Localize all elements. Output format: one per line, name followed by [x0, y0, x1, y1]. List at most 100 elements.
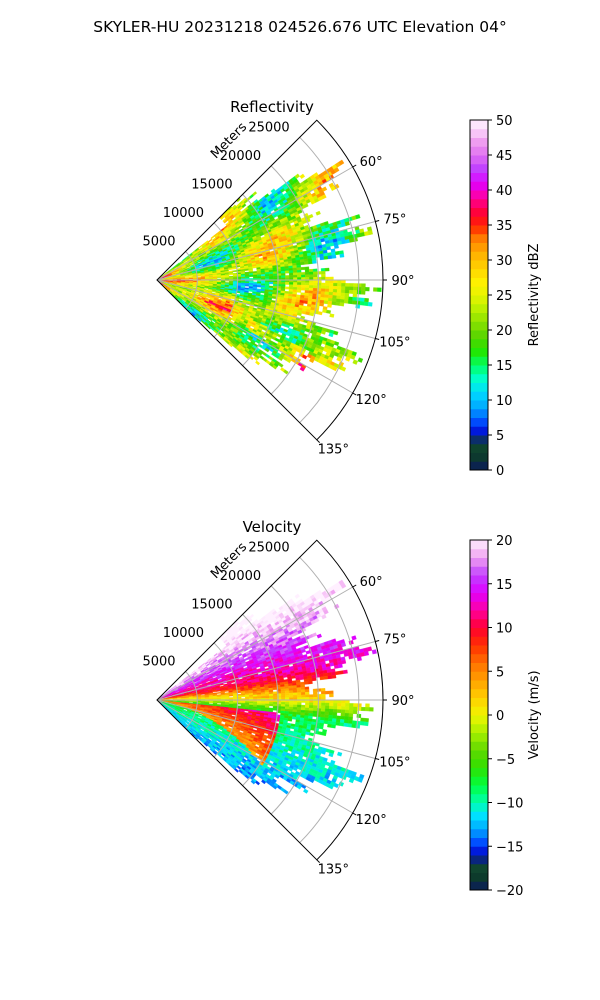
azimuth-tick	[352, 392, 357, 396]
radial-tick-label: 10000	[163, 206, 204, 221]
azimuth-tick-label: 90°	[391, 274, 414, 289]
colorbar-tick-label: 20	[496, 534, 513, 549]
azimuth-spoke	[156, 279, 353, 394]
colorbar-segment	[470, 837, 488, 847]
radial-tick-label: 20000	[220, 569, 261, 584]
colorbar-tick-label: 20	[496, 324, 513, 339]
colorbar-segment	[470, 338, 488, 348]
colorbar-tick-label: 50	[496, 114, 513, 129]
colorbar-tick-label: −15	[496, 840, 523, 855]
radial-tick-label: 10000	[163, 626, 204, 641]
colorbar-segment	[470, 330, 488, 340]
colorbar-segment	[470, 190, 488, 200]
azimuth-spoke	[156, 221, 376, 281]
azimuth-tick	[375, 758, 380, 761]
colorbar-segment	[470, 645, 488, 655]
azimuth-tick-label: 60°	[360, 155, 383, 170]
colorbar-segment	[470, 872, 488, 882]
azimuth-tick-label: 135°	[318, 442, 349, 457]
colorbar-segment	[470, 321, 488, 331]
radial-tick-label: 25000	[248, 540, 289, 555]
azimuth-spoke	[156, 699, 376, 759]
azimuth-spoke	[156, 699, 353, 814]
azimuth-tick	[375, 639, 380, 642]
plot-title: Velocity	[243, 518, 302, 536]
colorbar-segment	[470, 137, 488, 147]
azimuth-spoke	[156, 586, 353, 701]
colorbar-tick-label: 25	[496, 289, 513, 304]
colorbar-segment	[470, 793, 488, 803]
colorbar: 0 5 10 15 20 25 30 35 40 45 50 Reflectivity dBZ	[469, 114, 542, 479]
colorbar-tick-label: −20	[496, 884, 523, 899]
azimuth-tick	[352, 584, 357, 588]
colorbar-segment	[470, 172, 488, 182]
azimuth-tick	[375, 219, 380, 222]
colorbar-segment	[470, 452, 488, 462]
colorbar-segment	[470, 618, 488, 628]
colorbar-segment	[470, 408, 488, 418]
colorbar-segment	[470, 758, 488, 768]
colorbar-segment	[470, 820, 488, 830]
colorbar-segment	[470, 697, 488, 707]
colorbar-segment	[470, 225, 488, 235]
colorbar-tick-label: 30	[496, 254, 513, 269]
colorbar-segment	[470, 426, 488, 436]
colorbar-tick-label: −5	[496, 753, 515, 768]
azimuth-tick-label: 60°	[360, 575, 383, 590]
colorbar-segment	[470, 583, 488, 593]
azimuth-tick-label: 75°	[383, 212, 406, 227]
colorbar-segment	[470, 592, 488, 602]
colorbar-segment	[470, 443, 488, 453]
colorbar-segment	[470, 706, 488, 716]
colorbar-segment	[470, 846, 488, 856]
azimuth-tick	[352, 812, 357, 816]
azimuth-tick-label: 120°	[355, 813, 386, 828]
colorbar-segment	[470, 627, 488, 637]
azimuth-spoke	[156, 641, 376, 701]
colorbar: −20 −15 −10 −5 0 5 10 15 20 Velocity (m/s)	[469, 534, 542, 899]
plot-title: Reflectivity	[230, 98, 314, 116]
colorbar-tick-label: 15	[496, 359, 513, 374]
colorbar-segment	[470, 855, 488, 865]
colorbar-segment	[470, 198, 488, 208]
colorbar-segment	[470, 767, 488, 777]
colorbar-segment	[470, 268, 488, 278]
colorbar-label: Reflectivity dBZ	[527, 244, 542, 347]
colorbar-tick-label: 40	[496, 184, 513, 199]
colorbar-tick-label: 10	[496, 394, 513, 409]
colorbar-segment	[470, 601, 488, 611]
colorbar-segment	[470, 242, 488, 252]
radial-tick-label: 5000	[142, 654, 175, 669]
colorbar-segment	[470, 181, 488, 191]
azimuth-tick	[375, 338, 380, 341]
azimuth-tick-label: 120°	[355, 393, 386, 408]
colorbar-segment	[470, 216, 488, 226]
colorbar-tick-label: 45	[496, 149, 513, 164]
radar-data-field	[156, 579, 377, 795]
colorbar-segment	[470, 723, 488, 733]
colorbar-segment	[470, 128, 488, 138]
colorbar-tick-label: 10	[496, 622, 513, 637]
polar-plot-velocity: Velocity 60° 75° 90° 105° 120° 135° 5000 10000 15…	[142, 518, 542, 899]
azimuth-tick-label: 135°	[318, 862, 349, 877]
colorbar-segment	[470, 365, 488, 375]
colorbar-segment	[470, 802, 488, 812]
polar-grid	[156, 556, 383, 844]
colorbar-segment	[470, 417, 488, 427]
polar-frame	[156, 119, 384, 441]
colorbar-segment	[470, 548, 488, 558]
radial-tick-label: 15000	[191, 177, 232, 192]
radial-tick-label: 25000	[248, 120, 289, 135]
colorbar-segment	[470, 566, 488, 576]
colorbar-segment	[470, 382, 488, 392]
azimuth-tick	[316, 439, 320, 443]
colorbar-tick-label: 5	[496, 665, 504, 680]
azimuth-spoke	[156, 166, 353, 281]
colorbar-segment	[470, 610, 488, 620]
figure-title: SKYLER-HU 20231218 024526.676 UTC Elevat…	[93, 18, 507, 36]
colorbar-segment	[470, 881, 488, 891]
colorbar-segment	[470, 863, 488, 873]
colorbar-tick-label: 5	[496, 429, 504, 444]
azimuth-spoke	[156, 279, 376, 339]
